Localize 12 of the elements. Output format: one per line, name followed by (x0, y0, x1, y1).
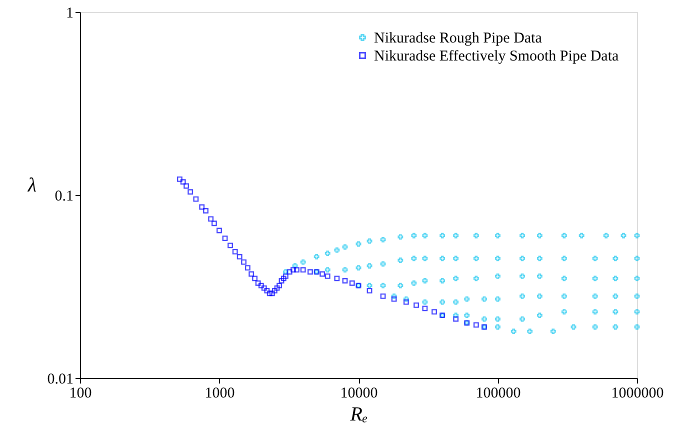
legend-label: Nikuradse Rough Pipe Data (374, 30, 542, 46)
y-tick-label: 0.1 (54, 188, 74, 204)
x-tick-label: 1000000 (611, 386, 664, 402)
y-tick-label: 1 (66, 6, 74, 22)
x-tick-label: 100000 (476, 386, 521, 402)
y-axis-title: λ (26, 174, 37, 196)
legend-label: Nikuradse Effectively Smooth Pipe Data (374, 48, 620, 64)
x-axis-title: Rₑ (349, 404, 368, 426)
x-tick-label: 100 (69, 386, 92, 402)
x-tick-label: 10000 (340, 386, 378, 402)
y-tick-label: 0.01 (47, 372, 74, 388)
x-tick-label: 1000 (204, 386, 235, 402)
